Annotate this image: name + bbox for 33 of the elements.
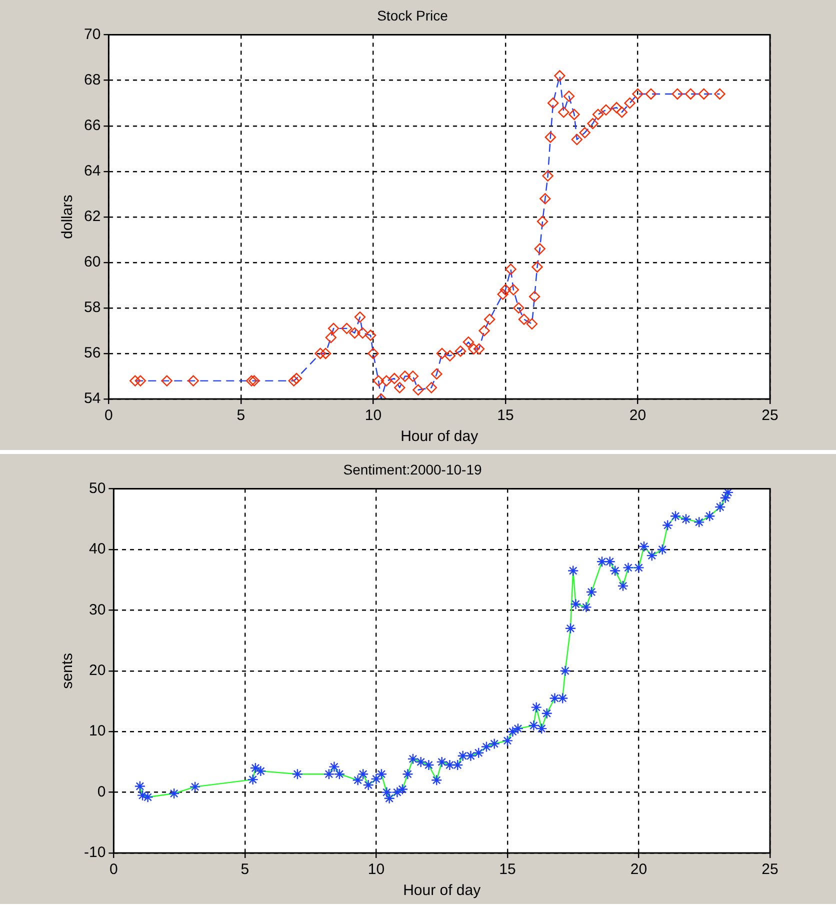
x-tick-label: 0 [110,861,118,878]
x-tick-label: 5 [240,861,250,878]
x-tick-label: 10 [368,861,385,878]
y-axis-title: sents [59,652,76,689]
y-tick-label: -10 [84,844,106,862]
y-tick-label: 30 [88,601,106,618]
x-tick-label: 20 [630,861,648,878]
y-tick-label: 56 [84,344,101,362]
y-tick-label: 60 [84,254,101,271]
y-tick-label: 0 [97,783,106,800]
y-tick-label: 20 [88,662,106,680]
y-tick-label: 68 [84,71,101,88]
y-tick-label: 58 [84,299,101,316]
y-tick-label: 64 [84,162,101,180]
x-tick-label: 5 [236,407,246,424]
chart-title: Sentiment:2000-10-19 [343,461,482,478]
chart-title: Stock Price [377,7,448,24]
x-tick-label: 15 [497,407,514,424]
y-tick-label: 40 [88,540,106,558]
y-tick-label: 50 [88,480,106,497]
x-tick-label: 15 [499,861,516,878]
y-tick-label: 10 [88,722,106,740]
y-tick-label: 54 [84,390,101,408]
y-tick-label: 70 [84,26,101,43]
x-axis-title: Hour of day [400,428,479,446]
y-axis-title: dollars [59,194,76,239]
y-tick-label: 66 [84,116,101,134]
x-tick-label: 10 [364,407,382,424]
x-tick-label: 25 [762,861,778,878]
x-tick-label: 25 [762,407,778,424]
y-tick-label: 62 [84,208,101,226]
x-axis-title: Hour of day [403,882,482,900]
x-tick-label: 20 [629,407,646,424]
